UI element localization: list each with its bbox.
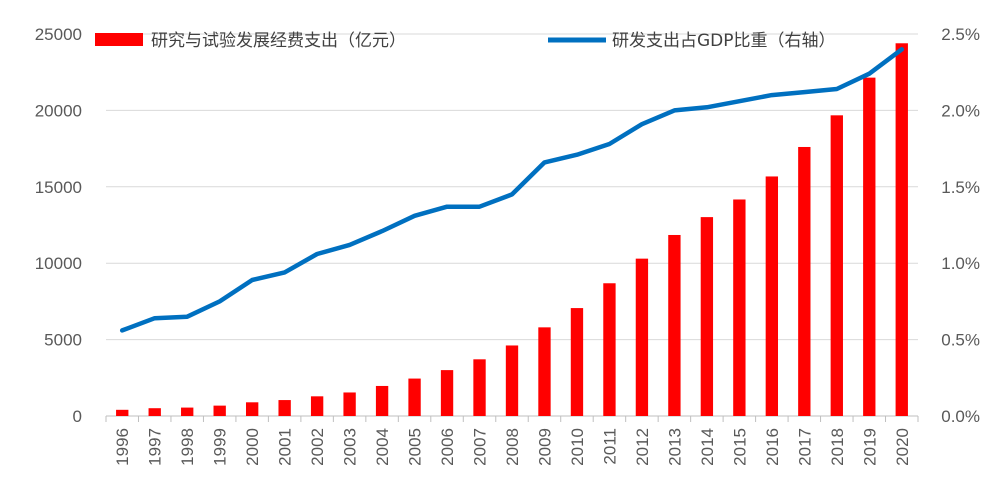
x-axis-tick-label: 2009 xyxy=(535,428,554,466)
left-axis-tick-label: 15000 xyxy=(35,178,82,197)
legend: 研究与试验发展经费支出（亿元） 研发支出占GDP比重（右轴） xyxy=(95,31,836,51)
bar xyxy=(213,405,226,416)
bar xyxy=(310,396,324,416)
bar xyxy=(635,258,649,416)
x-axis-tick-label: 2007 xyxy=(471,428,490,466)
x-axis-tick-label: 2019 xyxy=(860,428,879,466)
left-axis-tick-label: 20000 xyxy=(35,101,82,120)
bar xyxy=(733,199,746,416)
x-axis-tick-label: 1999 xyxy=(211,428,230,466)
x-axis-tick-label: 2020 xyxy=(893,428,912,466)
x-axis-tick-label: 1997 xyxy=(146,428,165,466)
bar xyxy=(765,176,779,416)
bar xyxy=(375,385,389,416)
right-axis-tick-label: 2.0% xyxy=(941,101,980,120)
bar xyxy=(116,409,129,416)
bar xyxy=(798,146,811,416)
right-axis-tick-label: 2.5% xyxy=(941,25,980,44)
bar xyxy=(473,359,486,416)
x-axis-tick-label: 2012 xyxy=(633,428,652,466)
x-axis-tick-label: 1998 xyxy=(178,428,197,466)
right-axis-ticks: 0.0% 0.5% 1.0% 1.5% 2.0% 2.5% xyxy=(941,25,980,426)
bar xyxy=(570,308,584,416)
legend-bar-swatch xyxy=(95,33,143,46)
bar xyxy=(863,77,876,416)
x-axis-tick-label: 2002 xyxy=(308,428,327,466)
x-axis-tick-label: 2014 xyxy=(698,428,717,466)
gridlines xyxy=(105,33,919,422)
x-axis-tick-label: 2004 xyxy=(373,428,392,466)
left-axis-tick-label: 5000 xyxy=(44,331,82,350)
left-axis-ticks: 0 5000 10000 15000 20000 25000 xyxy=(35,25,82,426)
x-axis-tick-label: 2017 xyxy=(795,428,814,466)
x-axis-tick-label: 2006 xyxy=(438,428,457,466)
x-axis-tick-label: 2018 xyxy=(828,428,847,466)
x-axis-tick-label: 2001 xyxy=(276,428,295,466)
left-axis-tick-label: 25000 xyxy=(35,25,82,44)
bar xyxy=(408,378,421,416)
right-axis-tick-label: 0.5% xyxy=(941,331,980,350)
bar xyxy=(538,327,551,416)
bar xyxy=(245,402,259,416)
x-axis-tick-label: 2005 xyxy=(406,428,425,466)
x-axis-tick-label: 2000 xyxy=(243,428,262,466)
bar xyxy=(830,115,843,416)
x-axis-tick-label: 2016 xyxy=(763,428,782,466)
bar xyxy=(343,392,356,416)
bar-series xyxy=(116,43,908,416)
left-axis-tick-label: 10000 xyxy=(35,254,82,273)
bar xyxy=(895,43,908,416)
bar xyxy=(603,283,616,416)
x-axis-tick-label: 2011 xyxy=(600,428,619,465)
bar xyxy=(148,408,161,416)
bar xyxy=(668,234,681,416)
gdp-ratio-line xyxy=(119,47,905,333)
bar xyxy=(700,217,714,416)
x-axis-tick-label: 2010 xyxy=(568,428,587,466)
legend-line-label: 研发支出占GDP比重（右轴） xyxy=(612,31,836,51)
x-axis-ticks: 1996 1997 1998 1999 2000 2001 2002 2003 2004 2005… xyxy=(113,428,912,466)
x-axis-tick-label: 2003 xyxy=(341,428,360,466)
bar xyxy=(181,407,194,416)
x-axis-tick-label: 2008 xyxy=(503,428,522,466)
bar xyxy=(440,370,454,416)
line-series xyxy=(119,47,905,333)
right-axis-tick-label: 0.0% xyxy=(941,407,980,426)
bar xyxy=(278,400,291,416)
right-axis-tick-label: 1.0% xyxy=(941,254,980,273)
x-axis-tick-label: 2015 xyxy=(730,428,749,466)
x-axis-tick-label: 1996 xyxy=(113,428,132,466)
left-axis-tick-label: 0 xyxy=(73,407,82,426)
right-axis-tick-label: 1.5% xyxy=(941,178,980,197)
x-axis-tick-label: 2013 xyxy=(665,428,684,466)
legend-bar-label: 研究与试验发展经费支出（亿元） xyxy=(151,31,406,51)
bar xyxy=(505,345,519,416)
